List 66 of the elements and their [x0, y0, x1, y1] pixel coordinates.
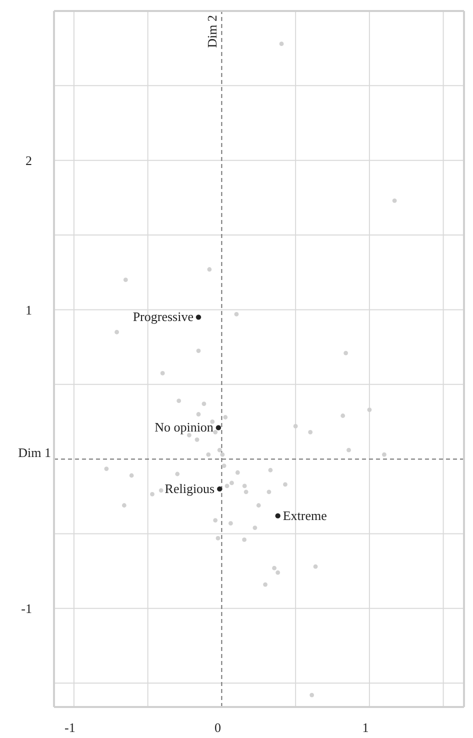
- point: [382, 452, 386, 457]
- point: [122, 503, 126, 508]
- annotation: Progressive: [132, 309, 194, 324]
- point: [263, 582, 268, 587]
- point: [266, 490, 272, 494]
- point: [340, 414, 346, 418]
- x-tick-label: 1: [362, 720, 369, 736]
- point: [194, 437, 200, 442]
- point: [228, 521, 233, 526]
- annotation: No opinion: [154, 420, 214, 435]
- x-tick-label: -1: [64, 720, 76, 736]
- point: [114, 330, 119, 334]
- point: [222, 464, 226, 468]
- point: [224, 484, 230, 488]
- point: [279, 42, 284, 46]
- point: [158, 488, 164, 493]
- point: [256, 503, 261, 508]
- point: [244, 490, 248, 494]
- point: [234, 312, 239, 316]
- point: [129, 473, 134, 478]
- point: [217, 486, 222, 492]
- point: [176, 398, 182, 404]
- point: [242, 484, 247, 488]
- point: [220, 452, 225, 457]
- point: [196, 412, 201, 416]
- point: [242, 538, 246, 542]
- ref-line-label: Dim 2: [204, 15, 220, 48]
- point: [310, 692, 314, 698]
- point: [346, 448, 351, 452]
- point: [235, 470, 240, 475]
- point: [150, 492, 154, 496]
- point: [272, 566, 276, 570]
- y-tick-label: 1: [26, 302, 32, 318]
- point: [283, 482, 288, 487]
- point: [217, 448, 222, 452]
- point: [175, 472, 180, 476]
- point: [344, 350, 348, 356]
- ref-line-label: Dim 1: [18, 445, 51, 460]
- point: [275, 513, 280, 518]
- point: [216, 425, 222, 430]
- point: [202, 402, 206, 406]
- point: [223, 415, 228, 420]
- point: [392, 198, 397, 203]
- y-tick-label: -1: [21, 601, 32, 616]
- point: [276, 570, 280, 575]
- x-tick-label: 0: [214, 720, 221, 736]
- point: [196, 348, 201, 353]
- point: [160, 370, 165, 376]
- point: [230, 480, 234, 486]
- point: [206, 452, 211, 457]
- point: [213, 430, 218, 434]
- point: [123, 278, 128, 282]
- point: [252, 526, 258, 530]
- annotation: Extreme: [282, 508, 328, 523]
- point: [207, 267, 212, 272]
- point: [196, 314, 202, 320]
- point: [367, 408, 372, 412]
- point: [213, 518, 218, 523]
- point: [268, 468, 273, 472]
- point: [293, 424, 298, 428]
- point: [104, 466, 109, 471]
- y-tick-label: 2: [26, 152, 32, 168]
- point: [308, 430, 313, 434]
- point: [216, 536, 220, 540]
- annotation: Religious: [164, 480, 215, 496]
- point: [313, 564, 318, 569]
